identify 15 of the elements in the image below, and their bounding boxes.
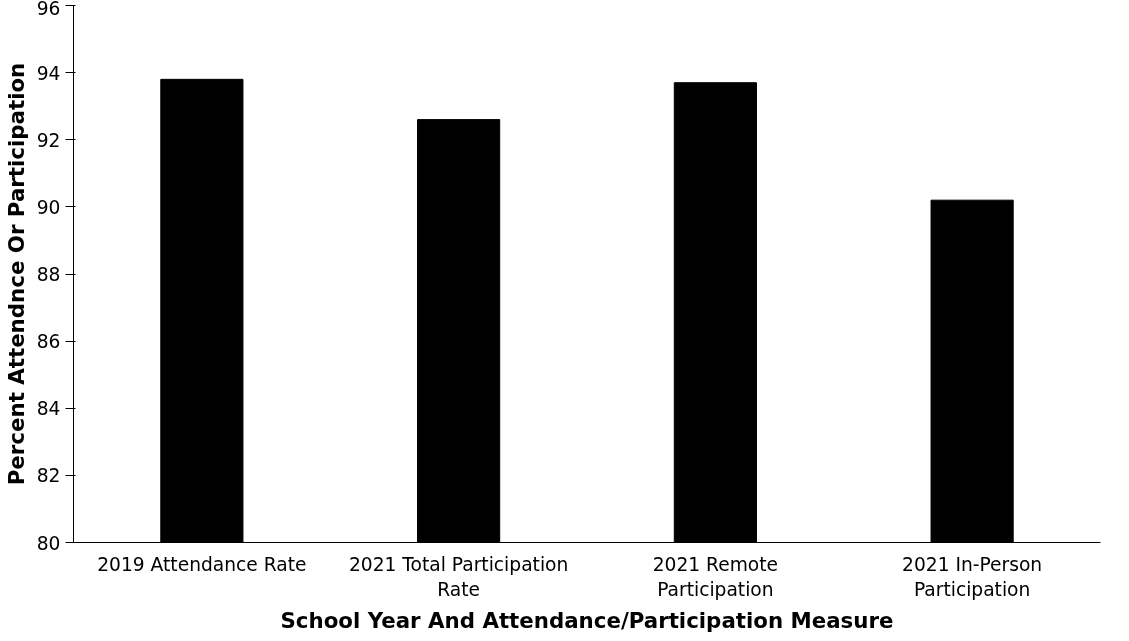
x-tick-label: 2021 Total Participation Rate [348, 553, 569, 600]
y-tick-label: 88 [36, 264, 61, 285]
y-tick-label: 90 [36, 196, 61, 218]
x-tick-label: 2021 Remote Participation [652, 553, 779, 600]
y-tick-label: 94 [36, 62, 61, 84]
y-tick-label: 80 [36, 532, 61, 554]
y-tick-label: 82 [36, 465, 61, 487]
y-axis-title: Percent Attendnce Or Participation [3, 62, 29, 486]
x-axis-title: School Year And Attendance/Participation Measure [280, 607, 894, 633]
x-tick-label: 2021 In-Person Participation [902, 553, 1043, 600]
y-tick-label: 96 [36, 0, 61, 19]
y-tick-label: 92 [36, 129, 61, 151]
y-tick-label: 86 [36, 331, 61, 353]
x-tick-label: 2019 Attendance Rate [97, 553, 307, 575]
y-tick-label: 84 [36, 398, 61, 420]
